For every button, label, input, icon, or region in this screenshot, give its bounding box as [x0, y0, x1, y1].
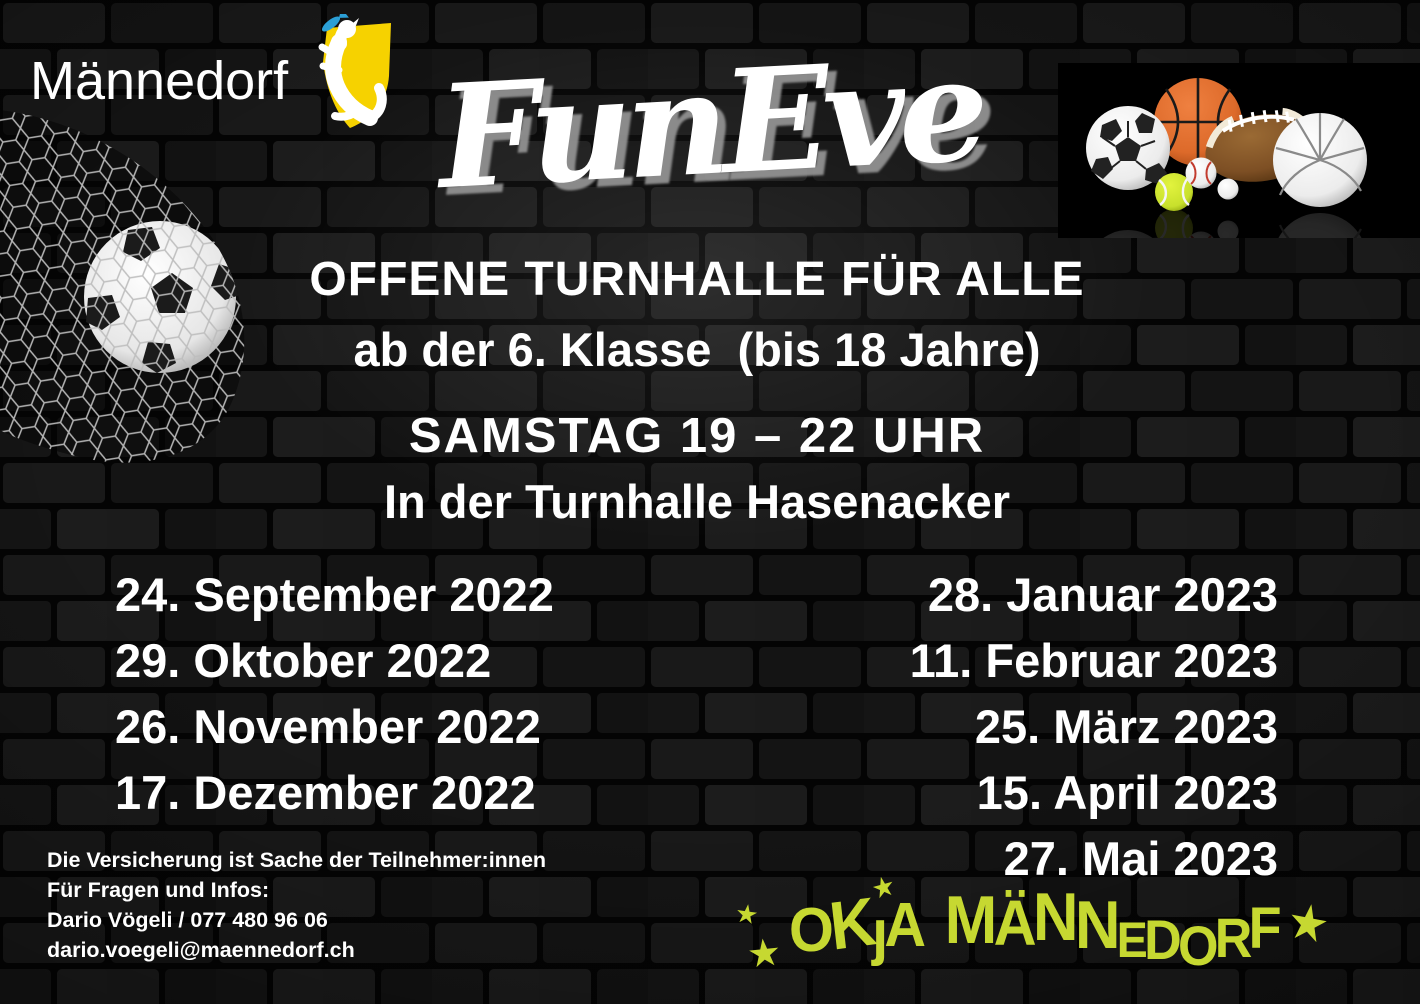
baseball-icon: [1185, 157, 1217, 189]
schedule-location: In der Turnhalle Hasenacker: [383, 475, 1011, 528]
date-item: 26. November 2022: [115, 700, 541, 753]
soccer-ball-icon: [1086, 106, 1170, 190]
date-item: 29. Oktober 2022: [115, 634, 492, 687]
date-item: 11. Februar 2023: [909, 634, 1278, 687]
okja-letters: O K ★ ȷ A M Ä N N E D O R F ★: [789, 869, 1331, 974]
date-item: 15. April 2023: [976, 766, 1278, 819]
star-icon: ★: [733, 898, 761, 932]
schedule-day-time: SAMSTAG 19 – 22 UHR: [408, 409, 986, 463]
okja-letter: D: [1144, 908, 1182, 971]
star-icon: ★: [1282, 890, 1332, 956]
municipality-name: Männedorf: [30, 51, 289, 111]
dates-2022-list: 24. September 2022 29. Oktober 2022 26. No…: [115, 562, 554, 826]
headline-age-range: ab der 6. Klasse (bis 18 Jahre): [353, 323, 1041, 376]
okja-letter: A: [884, 891, 926, 960]
sports-balls-photo: [1058, 63, 1420, 238]
okja-letter: F: [1248, 896, 1282, 961]
okja-maennedorf-logo: ★ ★ O K ★ ȷ A M Ä N N E D O R F ★: [733, 869, 1413, 1004]
okja-letter: O: [789, 896, 834, 965]
okja-letter: K: [825, 883, 879, 965]
date-item: 25. März 2023: [974, 700, 1278, 753]
insurance-note: Die Versicherung ist Sache der Teilnehme…: [47, 848, 547, 872]
date-item: 28. Januar 2023: [927, 568, 1278, 621]
star-icon: ★: [744, 929, 784, 977]
fish-icon: [321, 14, 349, 32]
date-item: 24. September 2022: [115, 568, 554, 621]
goal-net-soccer-ball-image: [0, 110, 245, 463]
contact-email: dario.voegeli@maennedorf.ch: [47, 938, 355, 962]
okja-letter: M: [944, 882, 998, 958]
okja-letter: N: [1032, 879, 1079, 955]
maennedorf-crest-icon: [318, 14, 391, 128]
tennis-ball-icon: [1155, 173, 1193, 211]
okja-letter-j: ȷ: [872, 898, 888, 967]
date-item: 17. Dezember 2022: [115, 766, 536, 819]
headline-open-gym: OFFENE TURNHALLE FÜR ALLE: [309, 253, 1085, 306]
contact-info: Die Versicherung ist Sache der Teilnehme…: [47, 845, 546, 965]
contact-intro: Für Fragen und Infos:: [47, 878, 270, 902]
okja-letter: R: [1214, 906, 1253, 969]
dates-2023-list: 28. Januar 2023 11. Februar 2023 25. März …: [910, 562, 1278, 892]
okja-letter: N: [1074, 887, 1121, 963]
volleyball-icon: [1273, 113, 1367, 207]
okja-letter: Ä: [993, 887, 1037, 959]
contact-phone: Dario Vögeli / 077 480 96 06: [47, 908, 328, 932]
golf-ball-icon: [1217, 178, 1239, 200]
okja-letter: O: [1177, 914, 1218, 977]
okja-letter: ★ ȷ: [869, 869, 897, 964]
okja-letter: E: [1116, 912, 1148, 968]
date-item: 27. Mai 2023: [1003, 832, 1278, 885]
